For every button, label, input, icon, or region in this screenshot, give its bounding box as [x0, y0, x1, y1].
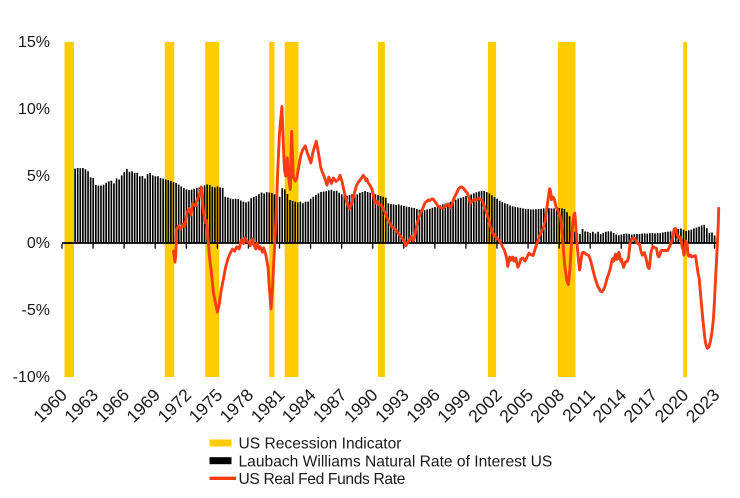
svg-text:-10%: -10%	[13, 369, 50, 386]
svg-text:0%: 0%	[27, 235, 50, 252]
svg-text:US Recession Indicator: US Recession Indicator	[239, 436, 402, 453]
svg-text:US Real Fed Funds Rate: US Real Fed Funds Rate	[239, 471, 406, 488]
svg-text:-5%: -5%	[22, 302, 50, 319]
svg-text:Laubach Williams Natural Rate: Laubach Williams Natural Rate of Interes…	[239, 453, 553, 470]
svg-text:10%: 10%	[18, 101, 50, 118]
svg-text:5%: 5%	[27, 168, 50, 185]
svg-text:15%: 15%	[18, 34, 50, 51]
